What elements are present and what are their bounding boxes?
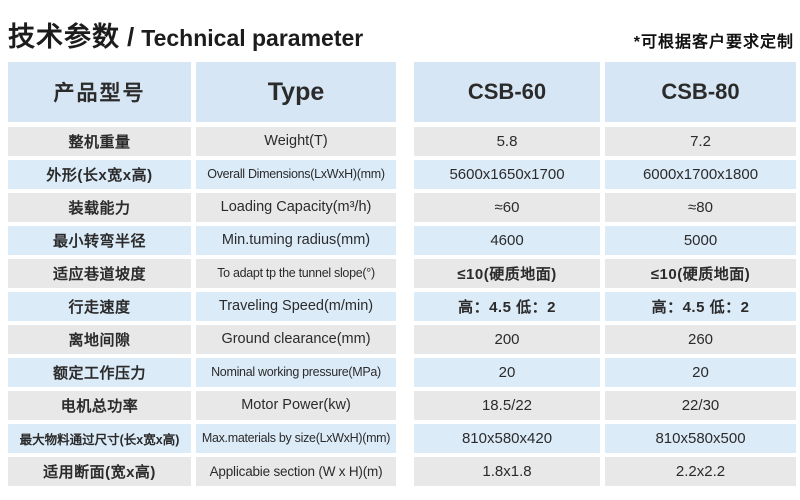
param-name-en: To adapt tp the tunnel slope(°) bbox=[196, 259, 396, 288]
table-row: 最大物料通过尺寸(长x宽x高) Max.materials by size(Lx… bbox=[8, 424, 800, 453]
col-header-type: Type bbox=[196, 62, 396, 122]
value-csb60: 18.5/22 bbox=[414, 391, 600, 420]
table-row: 适用断面(宽x高) Applicabie section (W x H)(m) … bbox=[8, 457, 800, 486]
param-name-cn: 电机总功率 bbox=[8, 391, 191, 420]
table-row: 整机重量 Weight(T) 5.8 7.2 bbox=[8, 127, 800, 156]
value-csb60: 5600x1650x1700 bbox=[414, 160, 600, 189]
title-bar: 技术参数 / Technical parameter *可根据客户要求定制 bbox=[0, 0, 800, 62]
col-header-csb80: CSB-80 bbox=[605, 62, 796, 122]
title-english: Technical parameter bbox=[141, 25, 364, 51]
col-header-csb60: CSB-60 bbox=[414, 62, 600, 122]
value-csb80: ≈80 bbox=[605, 193, 796, 222]
param-name-cn: 行走速度 bbox=[8, 292, 191, 321]
param-name-en: Nominal working pressure(MPa) bbox=[196, 358, 396, 387]
param-name-cn: 外形(长x宽x高) bbox=[8, 160, 191, 189]
value-csb60: 4600 bbox=[414, 226, 600, 255]
title-chinese: 技术参数 bbox=[8, 22, 120, 52]
table-row: 外形(长x宽x高) Overall Dimensions(LxWxH)(mm) … bbox=[8, 160, 800, 189]
param-name-cn: 最小转弯半径 bbox=[8, 226, 191, 255]
value-csb60: 5.8 bbox=[414, 127, 600, 156]
param-name-cn: 适用断面(宽x高) bbox=[8, 457, 191, 486]
param-name-en: Weight(T) bbox=[196, 127, 396, 156]
param-name-en: Min.tuming radius(mm) bbox=[196, 226, 396, 255]
value-csb60: 20 bbox=[414, 358, 600, 387]
title-separator: / bbox=[127, 22, 135, 52]
table-body: 整机重量 Weight(T) 5.8 7.2 外形(长x宽x高) Overall… bbox=[8, 127, 800, 486]
value-csb80: ≤10(硬质地面) bbox=[605, 259, 796, 288]
table-row: 额定工作压力 Nominal working pressure(MPa) 20 … bbox=[8, 358, 800, 387]
table-row: 电机总功率 Motor Power(kw) 18.5/22 22/30 bbox=[8, 391, 800, 420]
value-csb80: 810x580x500 bbox=[605, 424, 796, 453]
value-csb80: 20 bbox=[605, 358, 796, 387]
table-header-row: 产品型号 Type CSB-60 CSB-80 bbox=[8, 62, 800, 122]
param-name-en: Motor Power(kw) bbox=[196, 391, 396, 420]
value-csb80: 22/30 bbox=[605, 391, 796, 420]
value-csb80: 7.2 bbox=[605, 127, 796, 156]
param-name-cn: 装载能力 bbox=[8, 193, 191, 222]
spec-table: 产品型号 Type CSB-60 CSB-80 整机重量 Weight(T) 5… bbox=[0, 62, 800, 486]
table-row: 最小转弯半径 Min.tuming radius(mm) 4600 5000 bbox=[8, 226, 800, 255]
param-name-en: Applicabie section (W x H)(m) bbox=[196, 457, 396, 486]
param-name-cn: 整机重量 bbox=[8, 127, 191, 156]
value-csb60: ≈60 bbox=[414, 193, 600, 222]
value-csb60: 高：4.5 低：2 bbox=[414, 292, 600, 321]
value-csb80: 5000 bbox=[605, 226, 796, 255]
value-csb60: 200 bbox=[414, 325, 600, 354]
param-name-cn: 适应巷道坡度 bbox=[8, 259, 191, 288]
param-name-cn: 最大物料通过尺寸(长x宽x高) bbox=[8, 424, 191, 453]
value-csb60: ≤10(硬质地面) bbox=[414, 259, 600, 288]
col-header-product-model: 产品型号 bbox=[8, 62, 191, 122]
page-title: 技术参数 / Technical parameter bbox=[8, 15, 363, 54]
value-csb80: 高：4.5 低：2 bbox=[605, 292, 796, 321]
param-name-cn: 额定工作压力 bbox=[8, 358, 191, 387]
value-csb80: 2.2x2.2 bbox=[605, 457, 796, 486]
table-row: 装载能力 Loading Capacity(m³/h) ≈60 ≈80 bbox=[8, 193, 800, 222]
table-row: 适应巷道坡度 To adapt tp the tunnel slope(°) ≤… bbox=[8, 259, 800, 288]
value-csb80: 6000x1700x1800 bbox=[605, 160, 796, 189]
table-row: 行走速度 Traveling Speed(m/min) 高：4.5 低：2 高：… bbox=[8, 292, 800, 321]
param-name-en: Max.materials by size(LxWxH)(mm) bbox=[196, 424, 396, 453]
customization-note: *可根据客户要求定制 bbox=[633, 34, 794, 51]
value-csb60: 810x580x420 bbox=[414, 424, 600, 453]
value-csb80: 260 bbox=[605, 325, 796, 354]
table-row: 离地间隙 Ground clearance(mm) 200 260 bbox=[8, 325, 800, 354]
param-name-cn: 离地间隙 bbox=[8, 325, 191, 354]
param-name-en: Overall Dimensions(LxWxH)(mm) bbox=[196, 160, 396, 189]
param-name-en: Loading Capacity(m³/h) bbox=[196, 193, 396, 222]
value-csb60: 1.8x1.8 bbox=[414, 457, 600, 486]
param-name-en: Ground clearance(mm) bbox=[196, 325, 396, 354]
param-name-en: Traveling Speed(m/min) bbox=[196, 292, 396, 321]
